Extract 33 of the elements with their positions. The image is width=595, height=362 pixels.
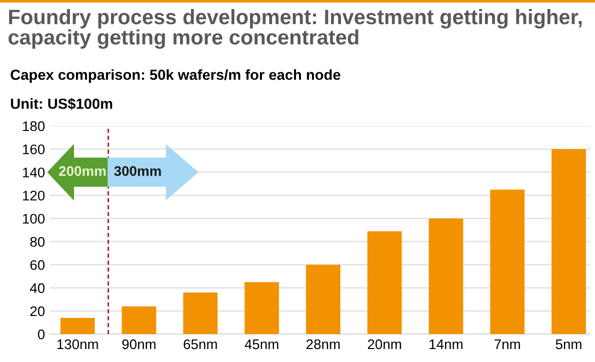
bar	[60, 318, 95, 334]
x-tick-label: 65nm	[184, 339, 217, 350]
x-tick-label: 130nm	[57, 339, 98, 350]
annotation: 300mm	[114, 166, 161, 176]
chart-subtitle: Capex comparison: 50k wafers/m for each node	[10, 69, 340, 83]
y-axis-title: Unit: US$100m	[10, 98, 112, 110]
x-tick-label: 20nm	[368, 339, 402, 350]
bar	[244, 282, 279, 334]
y-tick-label: 40	[30, 283, 45, 294]
bar	[183, 292, 218, 334]
x-tick-label: 90nm	[122, 339, 156, 350]
x-tick-label: 28nm	[306, 339, 340, 350]
y-tick-label: 160	[23, 144, 45, 154]
y-tick-label: 20	[30, 306, 45, 316]
y-tick-label: 80	[30, 236, 45, 247]
bar	[306, 264, 340, 334]
annotation: 200mm	[59, 166, 106, 176]
x-tick-label: 45nm	[244, 339, 278, 350]
x-tick-label: 5nm	[556, 339, 582, 350]
y-tick-label: 140	[23, 168, 45, 178]
bar	[552, 149, 586, 334]
y-tick-label: 60	[30, 260, 45, 270]
bar	[367, 231, 402, 334]
y-tick-label: 180	[23, 121, 45, 132]
y-tick-label: 0	[38, 329, 45, 340]
x-tick-label: 14nm	[430, 339, 462, 350]
bar	[122, 306, 156, 334]
bar	[490, 190, 525, 334]
x-tick-label: 7nm	[494, 339, 520, 350]
y-tick-label: 100	[23, 214, 45, 224]
y-tick-label: 120	[23, 190, 45, 201]
bar	[428, 218, 464, 334]
chart-title: Foundry process development: Investment getting higher, capacity getting more concentrated	[8, 9, 582, 49]
